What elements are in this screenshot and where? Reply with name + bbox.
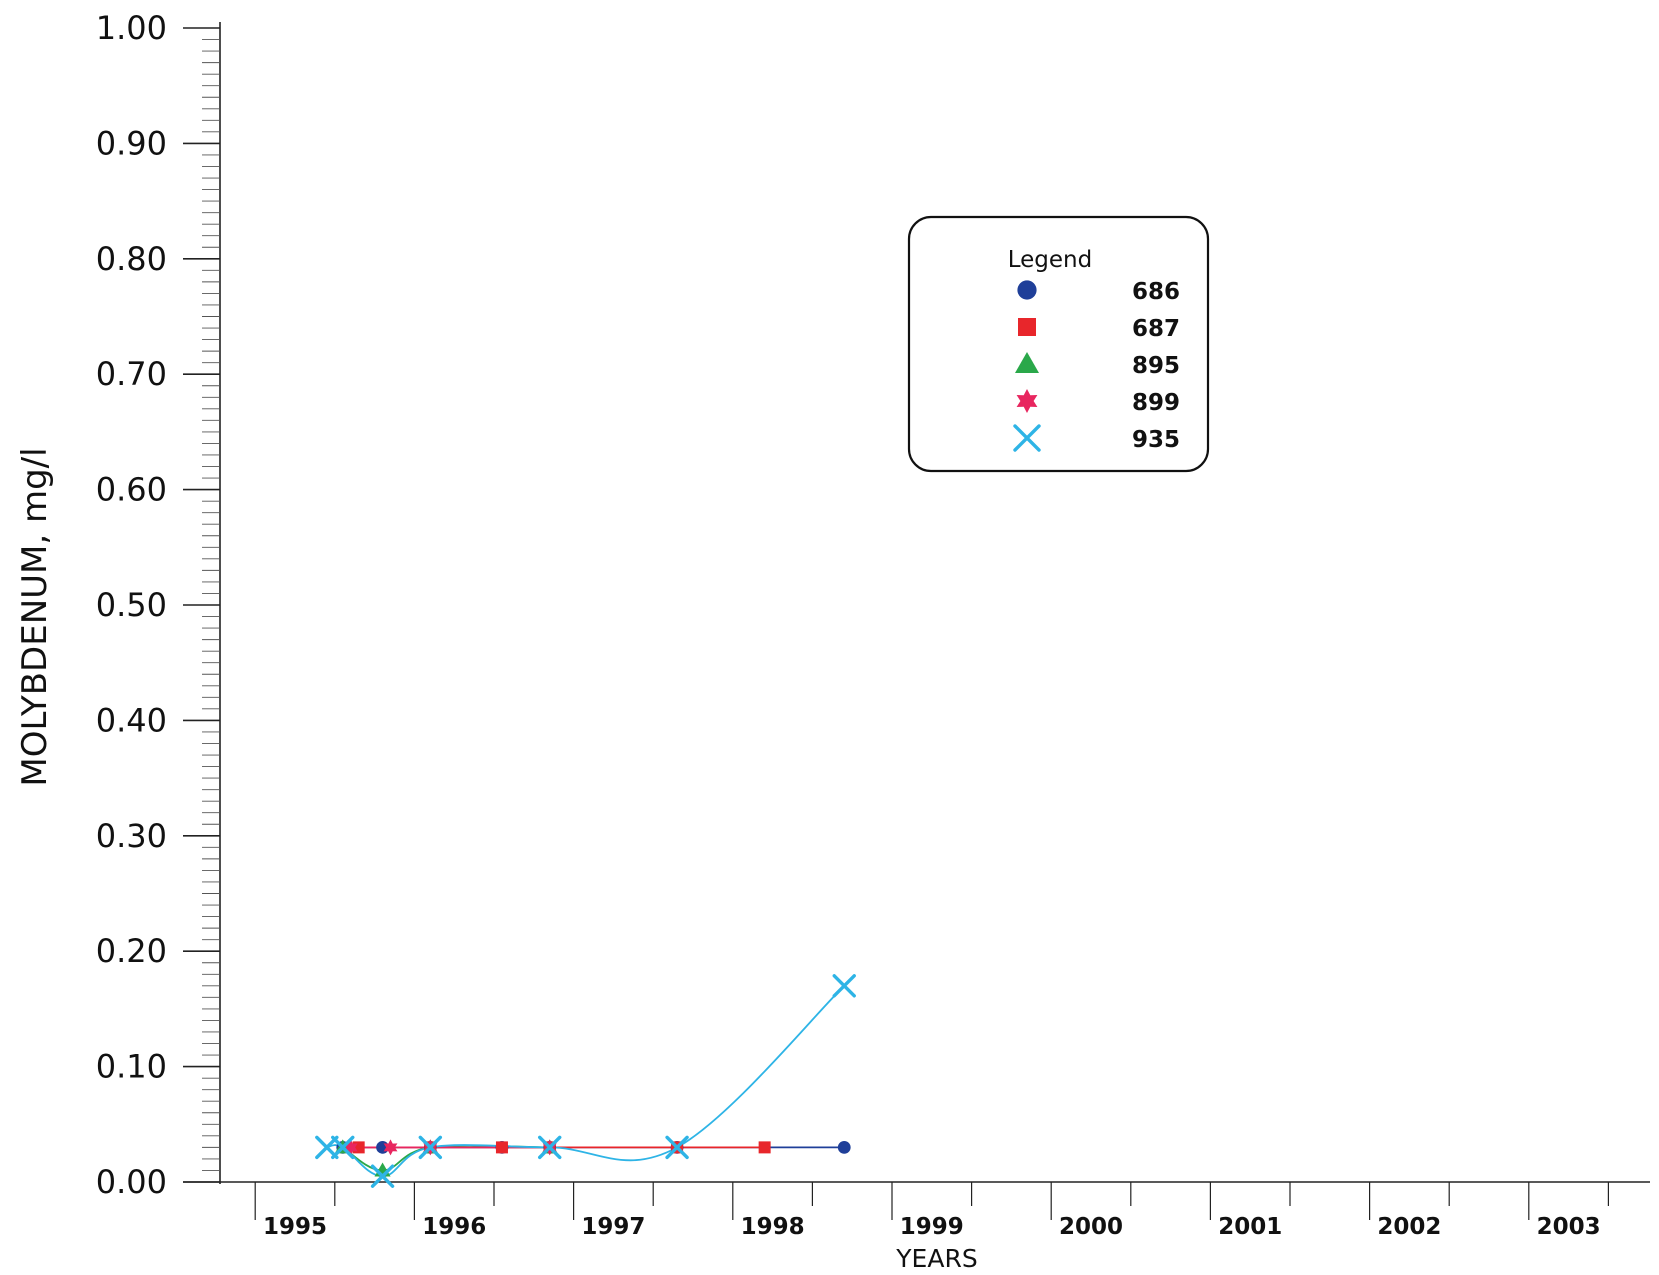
axes [183,22,1650,1220]
star-icon [1016,389,1038,413]
y-tick-label: 0.90 [96,124,167,162]
data-point-687 [495,1141,508,1154]
data-point-935 [665,1135,689,1160]
data-point-686 [837,1140,851,1154]
legend-entry: 899 [1016,389,1180,416]
x-ticks [254,1182,1610,1220]
y-tick-labels: 0.00 0.10 0.20 0.30 0.40 0.50 0.60 0.70 0.80 0.90… [96,9,167,1201]
x-axis-title: YEARS [895,1244,977,1273]
legend-title: Legend [1008,247,1093,273]
x-tick-label: 1996 [422,1214,486,1240]
x-marker-stroke [315,1135,339,1160]
x-tick-label: 1998 [741,1214,805,1240]
y-tick-label: 0.40 [96,701,167,739]
legend-entry: 687 [1018,316,1180,342]
data-point-935 [418,1135,443,1160]
legend-label: 895 [1132,353,1180,379]
x-marker-stroke [418,1135,443,1160]
y-major-ticks [183,27,220,1183]
y-tick-label: 0.10 [96,1048,167,1086]
y-tick-label: 0.60 [96,471,167,509]
legend-entries: 686 687 895 899 935 [1013,279,1180,453]
legend-entry: 895 [1015,352,1180,379]
x-tick-label: 1999 [900,1214,964,1240]
y-tick-label: 0.80 [96,240,167,278]
data-point-899 [343,1139,358,1156]
x-marker-stroke [370,1164,395,1188]
y-tick-label: 0.50 [96,586,167,624]
data-point-935 [370,1164,395,1188]
x-marker-stroke [1013,424,1041,452]
y-tick-label: 0.20 [96,932,167,970]
x-marker-stroke [331,1135,355,1160]
y-tick-label: 0.70 [96,355,167,393]
triangle-icon [1015,352,1039,373]
x-tick-label: 1997 [581,1214,645,1240]
square-icon [1018,318,1036,336]
data-point-935 [315,1135,339,1160]
x-marker-stroke [665,1135,689,1160]
legend-label: 686 [1132,279,1180,305]
data-point-935 [832,974,856,998]
x-marker-stroke [538,1135,562,1160]
data-point-935 [331,1135,355,1160]
y-tick-label: 0.00 [96,1163,167,1201]
y-tick-label: 1.00 [96,9,167,47]
x-icon [1013,424,1041,452]
legend-label: 935 [1132,427,1180,453]
y-axis-title: MOLYBDENUM, mg/l [15,447,55,786]
x-tick-label: 2001 [1218,1214,1282,1240]
x-tick-label: 1995 [263,1214,327,1240]
legend-entry: 935 [1013,424,1180,453]
data-point-899 [383,1139,398,1156]
legend-label: 687 [1132,316,1180,342]
x-tick-label: 2003 [1537,1214,1601,1240]
y-tick-label: 0.30 [96,817,167,855]
x-tick-labels: 1995 1996 1997 1998 1999 2000 2001 2002 2003 [263,1214,1601,1240]
data-point-687 [758,1141,771,1154]
legend: Legend 686 687 895 899 935 [907,215,1210,473]
circle-icon [1017,280,1037,300]
data-point-935 [538,1135,562,1160]
series-markers [315,974,856,1188]
x-tick-label: 2002 [1377,1214,1441,1240]
x-tick-label: 2000 [1059,1214,1123,1240]
legend-box [907,215,1210,473]
x-marker-stroke [832,974,856,998]
legend-label: 899 [1132,390,1180,416]
legend-entry: 686 [1017,279,1180,305]
